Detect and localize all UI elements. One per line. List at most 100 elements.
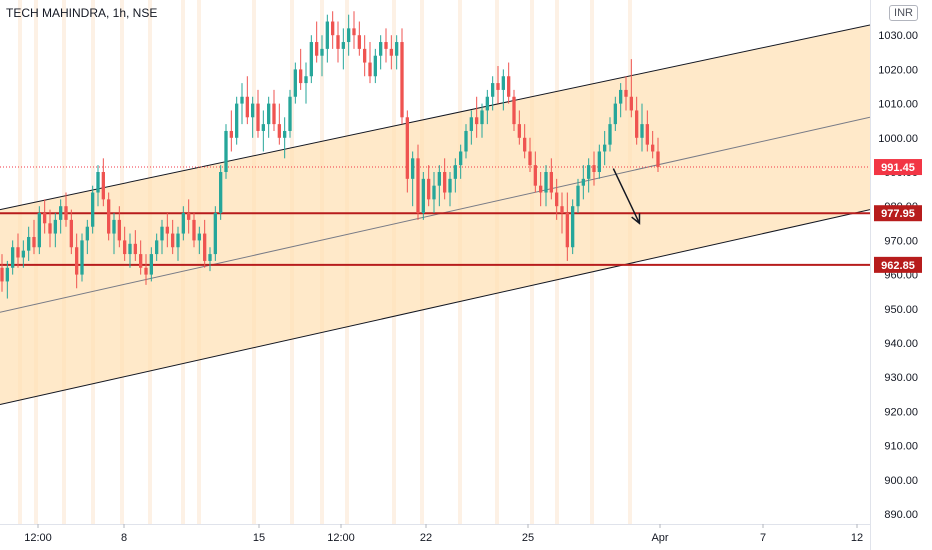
- candle-body: [80, 240, 84, 275]
- projection-arrow[interactable]: [612, 168, 641, 225]
- parallel-channel[interactable]: [0, 24, 870, 406]
- candle-body: [21, 250, 25, 258]
- candle: [587, 158, 591, 193]
- candle: [181, 206, 185, 241]
- candle-body: [437, 172, 441, 186]
- candle: [544, 165, 548, 207]
- candle: [517, 110, 521, 145]
- candle: [192, 213, 196, 248]
- candle-body: [32, 236, 36, 248]
- candle-body: [240, 96, 244, 104]
- candle-body: [341, 42, 345, 49]
- price-label-box: [874, 256, 922, 273]
- candle: [96, 165, 100, 207]
- time-tick-label: 8: [121, 532, 127, 544]
- candle: [11, 240, 15, 275]
- channel-lower-line[interactable]: [0, 209, 870, 406]
- candle-body: [480, 110, 484, 125]
- candle-body: [187, 213, 191, 220]
- candle-body: [363, 48, 367, 63]
- candle: [144, 254, 148, 285]
- candle: [197, 226, 201, 255]
- candle-body: [176, 233, 180, 248]
- candle-body: [384, 42, 388, 49]
- candle-body: [171, 233, 175, 248]
- candle: [384, 28, 388, 63]
- candle: [400, 28, 404, 125]
- candle-body: [427, 178, 431, 200]
- price-label-text: 962.85: [881, 260, 915, 272]
- candle: [5, 260, 9, 299]
- candle-body: [235, 103, 239, 138]
- candle-body: [197, 233, 201, 241]
- candle: [235, 96, 239, 145]
- channel-upper-line[interactable]: [0, 24, 870, 211]
- candle-body: [619, 89, 623, 104]
- candle: [411, 151, 415, 207]
- candle-body: [219, 172, 223, 214]
- candle: [165, 213, 169, 248]
- candle: [91, 185, 95, 234]
- candle: [347, 14, 351, 56]
- candle: [331, 11, 335, 49]
- candle: [123, 226, 127, 261]
- candle-body: [181, 213, 185, 234]
- price-tick-label: 950.00: [884, 304, 918, 316]
- candle-body: [309, 42, 313, 77]
- candle-body: [11, 247, 15, 268]
- candle-body: [155, 240, 159, 255]
- candle: [219, 165, 223, 220]
- candle-body: [64, 206, 68, 220]
- candle: [432, 172, 436, 214]
- candle: [27, 226, 31, 261]
- candle: [571, 199, 575, 255]
- candle: [459, 144, 463, 179]
- time-tick-label: 12: [851, 532, 863, 544]
- channel-middle-line[interactable]: [0, 116, 870, 313]
- candle: [528, 137, 532, 172]
- candle-body: [48, 223, 52, 234]
- candle: [597, 144, 601, 179]
- candle-body: [304, 76, 308, 84]
- candle-body: [576, 185, 580, 207]
- candle: [64, 192, 68, 227]
- candle-body: [267, 103, 271, 125]
- candle: [405, 110, 409, 193]
- candle: [485, 89, 489, 125]
- arrow-shaft[interactable]: [612, 168, 641, 224]
- candle: [645, 110, 649, 152]
- candle-body: [555, 192, 559, 207]
- time-axis[interactable]: 12:00 8 15 12:00 22 25 Apr 7 12: [24, 524, 863, 544]
- candle-body: [256, 103, 260, 131]
- candle: [427, 165, 431, 207]
- candle-body: [277, 124, 281, 138]
- candle-body: [448, 178, 452, 193]
- candle-body: [603, 144, 607, 152]
- candle: [85, 219, 89, 255]
- candle: [603, 130, 607, 166]
- arrow-head[interactable]: [631, 213, 641, 225]
- candle: [640, 103, 644, 152]
- candle-body: [229, 130, 233, 138]
- candle-body: [112, 219, 116, 234]
- currency-badge[interactable]: INR: [889, 5, 918, 21]
- candle-body: [293, 69, 297, 97]
- candle: [555, 178, 559, 220]
- price-label-1: 977.95: [874, 205, 922, 222]
- candle-body: [283, 130, 287, 138]
- candle-body: [5, 267, 9, 282]
- time-tick-label: 25: [522, 532, 534, 544]
- price-axis[interactable]: 890.00 900.00 910.00 920.00 930.00 940.00 950.…: [878, 30, 918, 521]
- candle-body: [405, 117, 409, 179]
- candle: [176, 226, 180, 261]
- candle-body: [85, 226, 89, 241]
- candle: [352, 11, 356, 49]
- candle-body: [43, 213, 47, 224]
- candle: [533, 151, 537, 193]
- candle: [315, 21, 319, 63]
- candle-body: [288, 96, 292, 131]
- candle: [107, 192, 111, 241]
- horizontal-levels[interactable]: [0, 166, 870, 266]
- time-tick-label: 7: [760, 532, 766, 544]
